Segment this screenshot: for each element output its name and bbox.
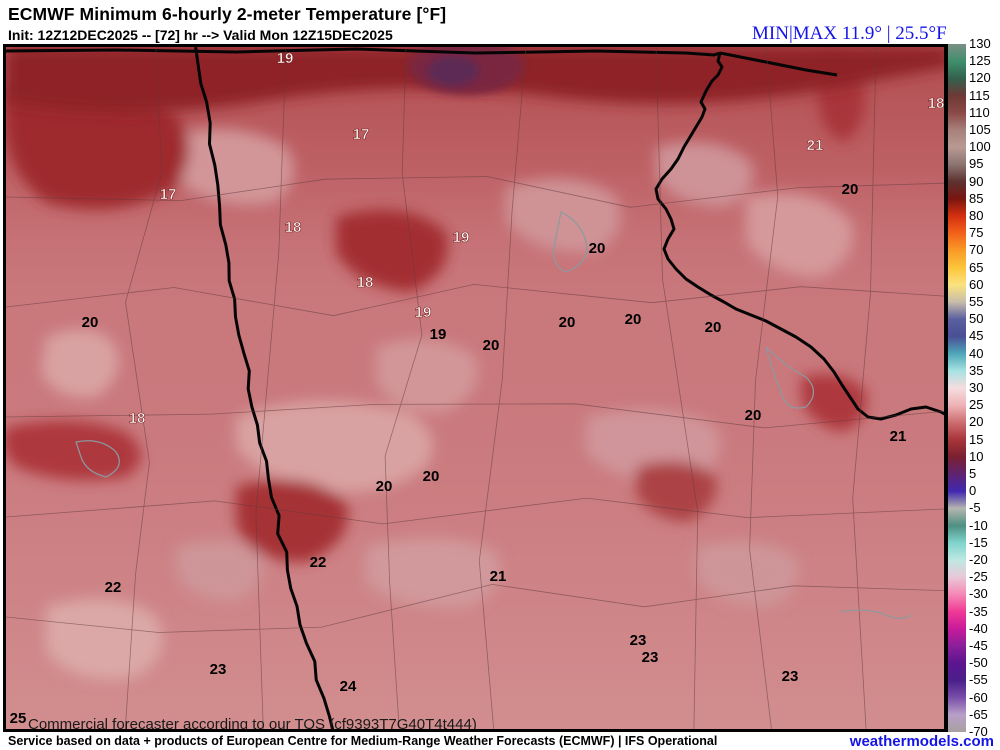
svg-text:20: 20 xyxy=(483,337,500,354)
svg-text:21: 21 xyxy=(890,428,907,445)
svg-text:23: 23 xyxy=(210,661,227,678)
svg-text:20: 20 xyxy=(589,240,606,257)
svg-text:22: 22 xyxy=(310,554,327,571)
svg-text:20: 20 xyxy=(559,314,576,331)
svg-text:21: 21 xyxy=(490,568,507,585)
svg-text:17: 17 xyxy=(160,186,177,203)
svg-text:19: 19 xyxy=(430,326,447,343)
svg-text:19: 19 xyxy=(415,304,432,321)
svg-text:Commercial forecaster accordin: Commercial forecaster according to our T… xyxy=(28,716,477,732)
svg-text:19: 19 xyxy=(277,50,294,67)
svg-text:17: 17 xyxy=(353,126,370,143)
svg-text:21: 21 xyxy=(807,137,824,154)
svg-text:25: 25 xyxy=(10,710,27,727)
svg-text:18: 18 xyxy=(285,219,302,236)
svg-text:18: 18 xyxy=(129,410,146,427)
svg-text:23: 23 xyxy=(642,649,659,666)
svg-text:20: 20 xyxy=(423,468,440,485)
svg-text:24: 24 xyxy=(340,678,357,695)
svg-text:20: 20 xyxy=(82,314,99,331)
svg-text:23: 23 xyxy=(630,632,647,649)
svg-text:19: 19 xyxy=(453,229,470,246)
svg-text:20: 20 xyxy=(842,181,859,198)
svg-text:20: 20 xyxy=(745,407,762,424)
svg-text:20: 20 xyxy=(705,319,722,336)
svg-text:23: 23 xyxy=(782,668,799,685)
svg-text:18: 18 xyxy=(357,274,374,291)
svg-text:20: 20 xyxy=(625,311,642,328)
svg-text:18: 18 xyxy=(928,95,945,112)
svg-text:20: 20 xyxy=(376,478,393,495)
svg-text:22: 22 xyxy=(105,579,122,596)
